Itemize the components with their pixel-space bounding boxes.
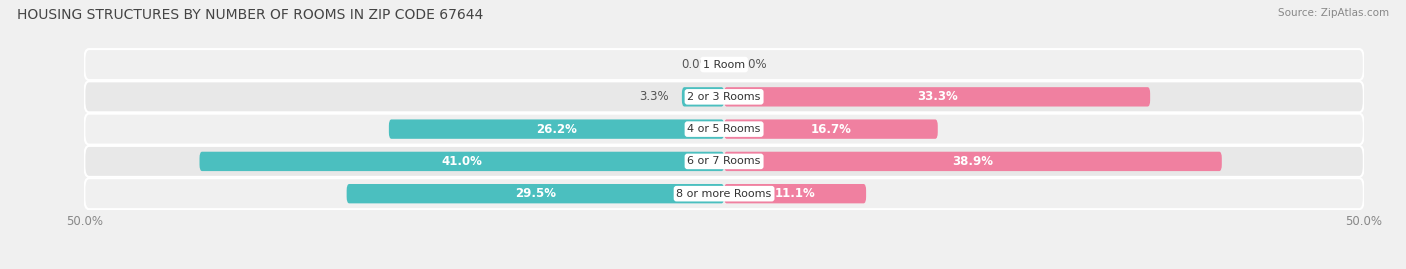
Text: 41.0%: 41.0%	[441, 155, 482, 168]
Text: 0.0%: 0.0%	[682, 58, 711, 71]
FancyBboxPatch shape	[84, 146, 1364, 177]
FancyBboxPatch shape	[347, 184, 724, 203]
Text: 16.7%: 16.7%	[810, 123, 852, 136]
Text: HOUSING STRUCTURES BY NUMBER OF ROOMS IN ZIP CODE 67644: HOUSING STRUCTURES BY NUMBER OF ROOMS IN…	[17, 8, 484, 22]
Text: 4 or 5 Rooms: 4 or 5 Rooms	[688, 124, 761, 134]
Text: 8 or more Rooms: 8 or more Rooms	[676, 189, 772, 199]
FancyBboxPatch shape	[84, 81, 1364, 112]
FancyBboxPatch shape	[724, 119, 938, 139]
Text: 6 or 7 Rooms: 6 or 7 Rooms	[688, 156, 761, 167]
FancyBboxPatch shape	[389, 119, 724, 139]
Text: 3.3%: 3.3%	[640, 90, 669, 103]
FancyBboxPatch shape	[724, 87, 1150, 107]
Text: 29.5%: 29.5%	[515, 187, 555, 200]
Text: 2 or 3 Rooms: 2 or 3 Rooms	[688, 92, 761, 102]
Text: 0.0%: 0.0%	[737, 58, 766, 71]
Text: 38.9%: 38.9%	[952, 155, 994, 168]
FancyBboxPatch shape	[724, 184, 866, 203]
Text: 33.3%: 33.3%	[917, 90, 957, 103]
Text: 11.1%: 11.1%	[775, 187, 815, 200]
Text: 1 Room: 1 Room	[703, 59, 745, 70]
FancyBboxPatch shape	[84, 178, 1364, 209]
FancyBboxPatch shape	[200, 152, 724, 171]
FancyBboxPatch shape	[84, 114, 1364, 145]
Text: Source: ZipAtlas.com: Source: ZipAtlas.com	[1278, 8, 1389, 18]
FancyBboxPatch shape	[84, 49, 1364, 80]
FancyBboxPatch shape	[682, 87, 724, 107]
FancyBboxPatch shape	[724, 152, 1222, 171]
Text: 26.2%: 26.2%	[536, 123, 576, 136]
